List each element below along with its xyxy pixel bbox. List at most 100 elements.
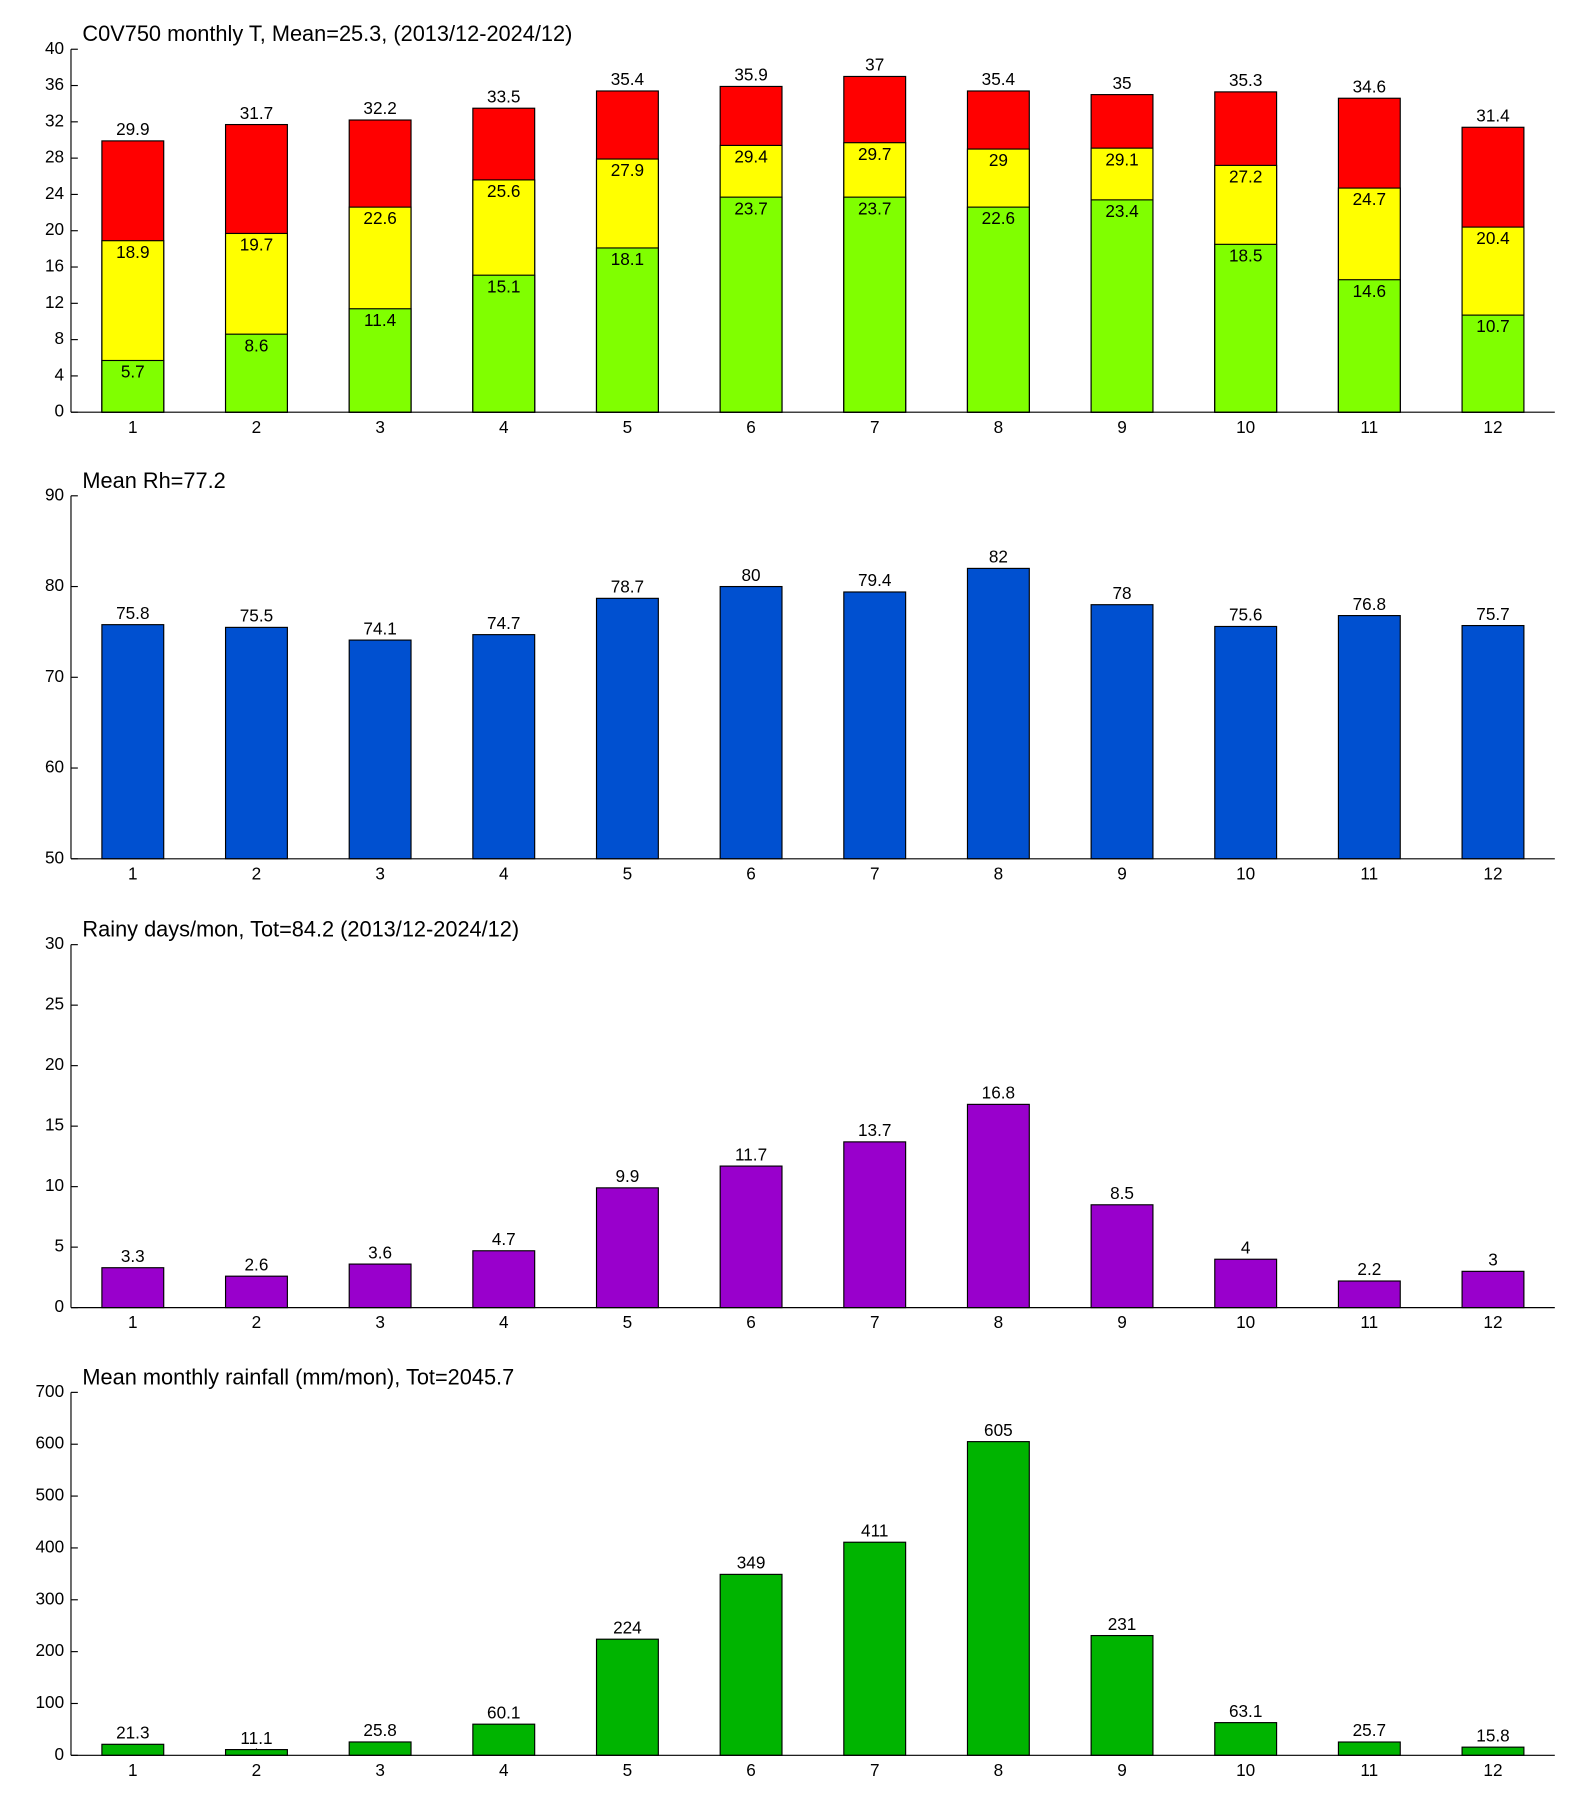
data-label: 35.9: [734, 65, 767, 85]
x-tick-label: 9: [1117, 1312, 1127, 1332]
bar: [843, 196, 907, 413]
data-label: 3.6: [368, 1242, 392, 1262]
y-tick-label: 15: [45, 1115, 64, 1135]
x-tick-label: 6: [746, 1312, 756, 1332]
bar: [719, 1573, 783, 1756]
x-tick-label: 10: [1236, 863, 1255, 883]
data-label: 31.7: [240, 103, 273, 123]
data-label: 78: [1112, 583, 1131, 603]
y-tick-label: 16: [45, 256, 64, 276]
data-label: 74.7: [487, 613, 520, 633]
y-tick-label: 400: [35, 1536, 64, 1556]
x-tick-label: 1: [128, 1760, 138, 1780]
data-label: 29.4: [734, 147, 768, 167]
data-label: 15.8: [1476, 1725, 1509, 1745]
data-label: 25.6: [487, 181, 520, 201]
data-label: 22.6: [982, 208, 1015, 228]
bar: [101, 624, 165, 860]
y-tick-label: 50: [45, 847, 64, 867]
data-label: 2.2: [1357, 1259, 1381, 1279]
x-tick-label: 11: [1360, 417, 1378, 437]
data-label: 11.4: [364, 310, 397, 330]
data-label: 15.1: [487, 276, 520, 296]
y-tick-label: 90: [45, 484, 64, 504]
bar: [1461, 1270, 1525, 1309]
y-tick-label: 12: [45, 292, 64, 312]
y-tick-label: 5: [55, 1236, 65, 1256]
bar: [472, 1723, 536, 1756]
x-tick-label: 4: [499, 417, 509, 437]
x-tick-label: 12: [1483, 1312, 1502, 1332]
bar: [595, 1187, 659, 1309]
bar: [224, 1275, 288, 1309]
x-tick-label: 11: [1360, 1312, 1378, 1332]
data-label: 10.7: [1476, 316, 1509, 336]
data-label: 3.3: [121, 1246, 145, 1266]
bar: [472, 634, 536, 860]
x-tick-label: 4: [499, 1312, 509, 1332]
bar: [1461, 1746, 1525, 1756]
y-tick-label: 700: [35, 1381, 64, 1401]
data-label: 34.6: [1353, 76, 1386, 96]
x-tick-label: 11: [1360, 1760, 1378, 1780]
bar: [1090, 1204, 1154, 1309]
bar: [1090, 199, 1154, 413]
x-tick-label: 2: [252, 1312, 262, 1332]
bar: [348, 1263, 412, 1309]
x-tick-label: 3: [375, 863, 385, 883]
data-label: 231: [1108, 1614, 1137, 1634]
y-tick-label: 28: [45, 147, 64, 167]
data-label: 14.6: [1353, 281, 1386, 301]
data-label: 80: [742, 565, 761, 585]
chart-title: Rainy days/mon, Tot=84.2 (2013/12-2024/1…: [82, 917, 519, 942]
data-label: 5.7: [121, 362, 145, 382]
data-label: 20.4: [1476, 228, 1510, 248]
data-label: 9.9: [615, 1166, 639, 1186]
bar: [1214, 1258, 1278, 1309]
data-label: 33.5: [487, 86, 520, 106]
bar: [719, 1165, 783, 1309]
data-label: 18.5: [1229, 245, 1262, 265]
x-tick-label: 5: [623, 1312, 633, 1332]
x-tick-label: 2: [252, 417, 262, 437]
data-label: 75.7: [1476, 604, 1509, 624]
data-label: 29: [989, 150, 1008, 170]
bar: [1337, 615, 1401, 860]
y-tick-label: 0: [55, 401, 65, 421]
y-tick-label: 500: [35, 1485, 64, 1505]
data-label: 78.7: [611, 577, 644, 597]
data-label: 75.8: [116, 603, 149, 623]
data-label: 79.4: [858, 570, 892, 590]
x-tick-label: 6: [746, 417, 756, 437]
y-tick-label: 0: [55, 1296, 65, 1316]
bar: [1461, 624, 1525, 860]
x-tick-label: 10: [1236, 1312, 1255, 1332]
data-label: 3: [1488, 1250, 1498, 1270]
data-label: 11.1: [240, 1728, 272, 1748]
bar: [843, 591, 907, 860]
bar: [966, 1441, 1030, 1756]
x-tick-label: 11: [1360, 863, 1378, 883]
bar: [1337, 1280, 1401, 1309]
x-tick-label: 2: [252, 863, 262, 883]
data-label: 27.9: [611, 160, 644, 180]
bar: [1090, 604, 1154, 860]
data-label: 32.2: [363, 98, 396, 118]
x-tick-label: 12: [1483, 863, 1502, 883]
bar: [224, 333, 288, 413]
data-label: 74.1: [363, 618, 396, 638]
x-tick-label: 7: [870, 1312, 880, 1332]
chart-title: Mean monthly rainfall (mm/mon), Tot=2045…: [82, 1364, 514, 1389]
x-tick-label: 1: [128, 1312, 138, 1332]
x-tick-label: 10: [1236, 1760, 1255, 1780]
bar: [101, 1743, 165, 1756]
data-label: 82: [989, 547, 1008, 567]
bar: [1214, 625, 1278, 860]
data-label: 75.5: [240, 606, 273, 626]
y-tick-label: 32: [45, 110, 64, 130]
bar: [595, 597, 659, 860]
x-tick-label: 5: [623, 1760, 633, 1780]
bar: [1090, 1634, 1154, 1756]
data-label: 35.3: [1229, 70, 1262, 90]
